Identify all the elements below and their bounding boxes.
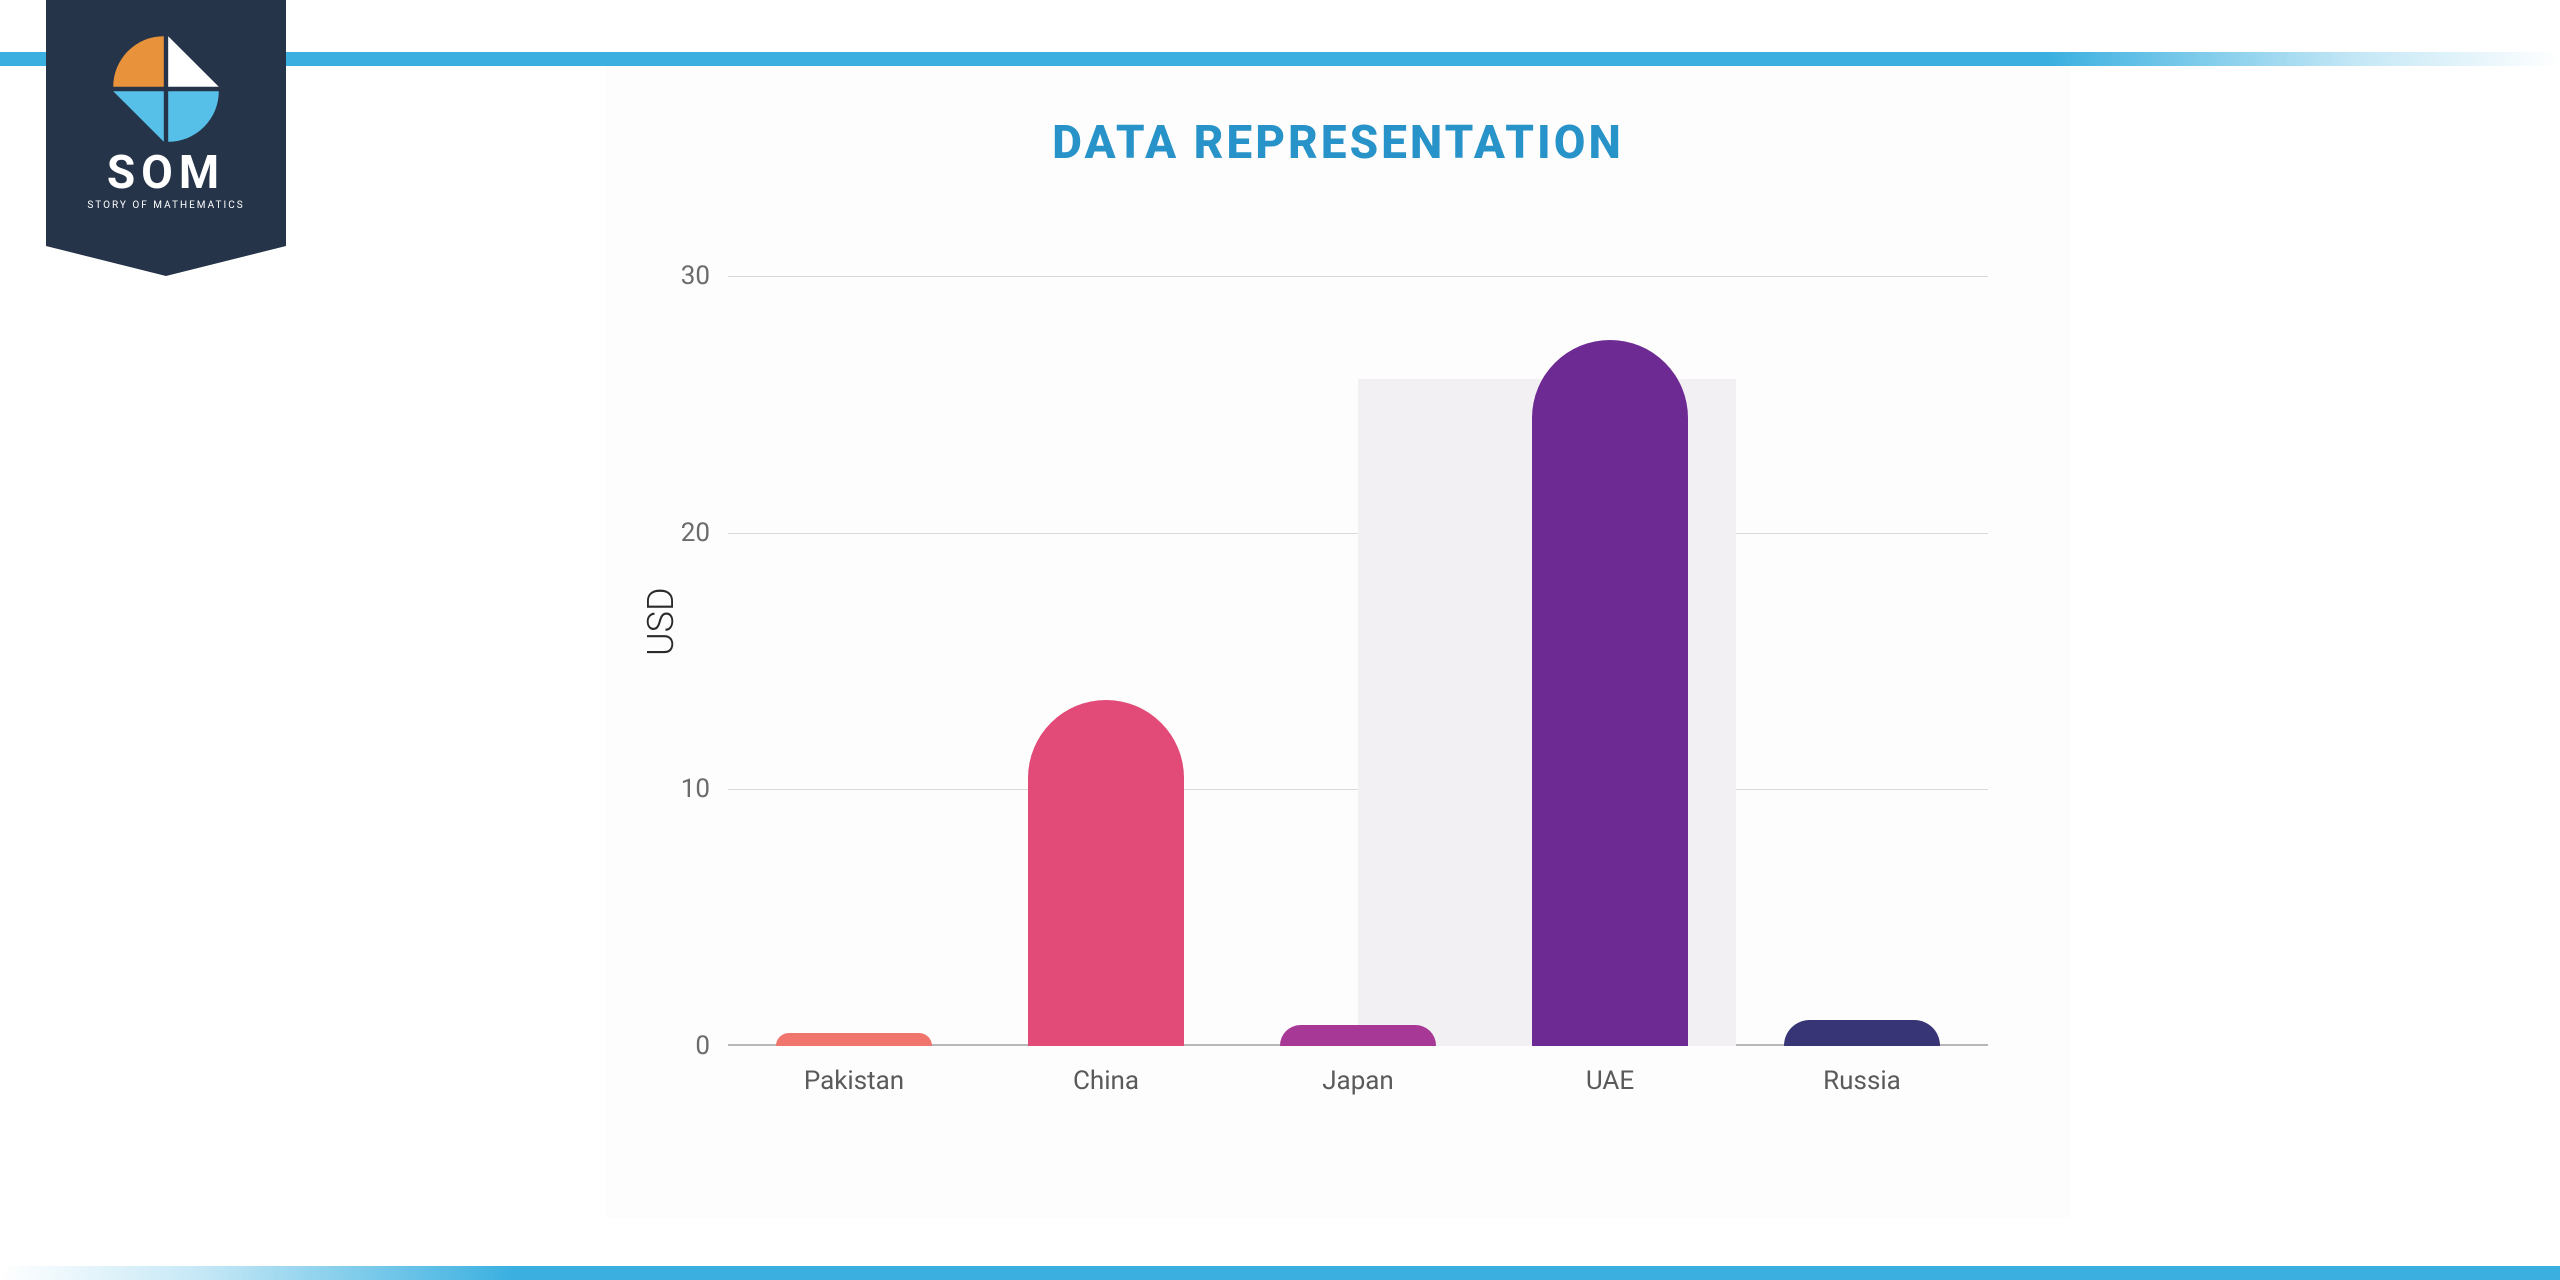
logo-icon: [111, 34, 221, 144]
y-tick-label: 20: [681, 518, 710, 548]
logo-name: SOM: [46, 150, 286, 196]
x-tick-label: UAE: [1586, 1066, 1634, 1096]
bar: [1028, 700, 1184, 1047]
y-tick-label: 0: [695, 1031, 710, 1061]
bottom-accent-bar: [0, 1266, 2560, 1280]
logo-ribbon: SOM STORY OF MATHEMATICS: [46, 0, 286, 246]
x-tick-label: Russia: [1823, 1066, 1901, 1096]
chart-panel: DATA REPRESENTATION USD 0102030PakistanC…: [608, 66, 2068, 1216]
bar: [1532, 340, 1688, 1046]
logo-subtitle: STORY OF MATHEMATICS: [46, 200, 286, 211]
x-tick-label: Japan: [1322, 1066, 1394, 1096]
top-accent-bar: [0, 52, 2560, 66]
chart-plot-area: 0102030PakistanChinaJapanUAERussia: [728, 276, 1988, 1046]
bar: [776, 1033, 932, 1046]
bar: [1280, 1025, 1436, 1046]
bar: [1784, 1020, 1940, 1046]
logo-text: SOM STORY OF MATHEMATICS: [46, 150, 286, 211]
y-tick-label: 30: [681, 261, 710, 291]
y-tick-label: 10: [681, 774, 710, 804]
grid-line: [728, 276, 1988, 277]
x-tick-label: Pakistan: [804, 1066, 904, 1096]
x-tick-label: China: [1073, 1066, 1139, 1096]
y-axis-label: USD: [640, 587, 682, 656]
chart-title: DATA REPRESENTATION: [608, 116, 2068, 170]
